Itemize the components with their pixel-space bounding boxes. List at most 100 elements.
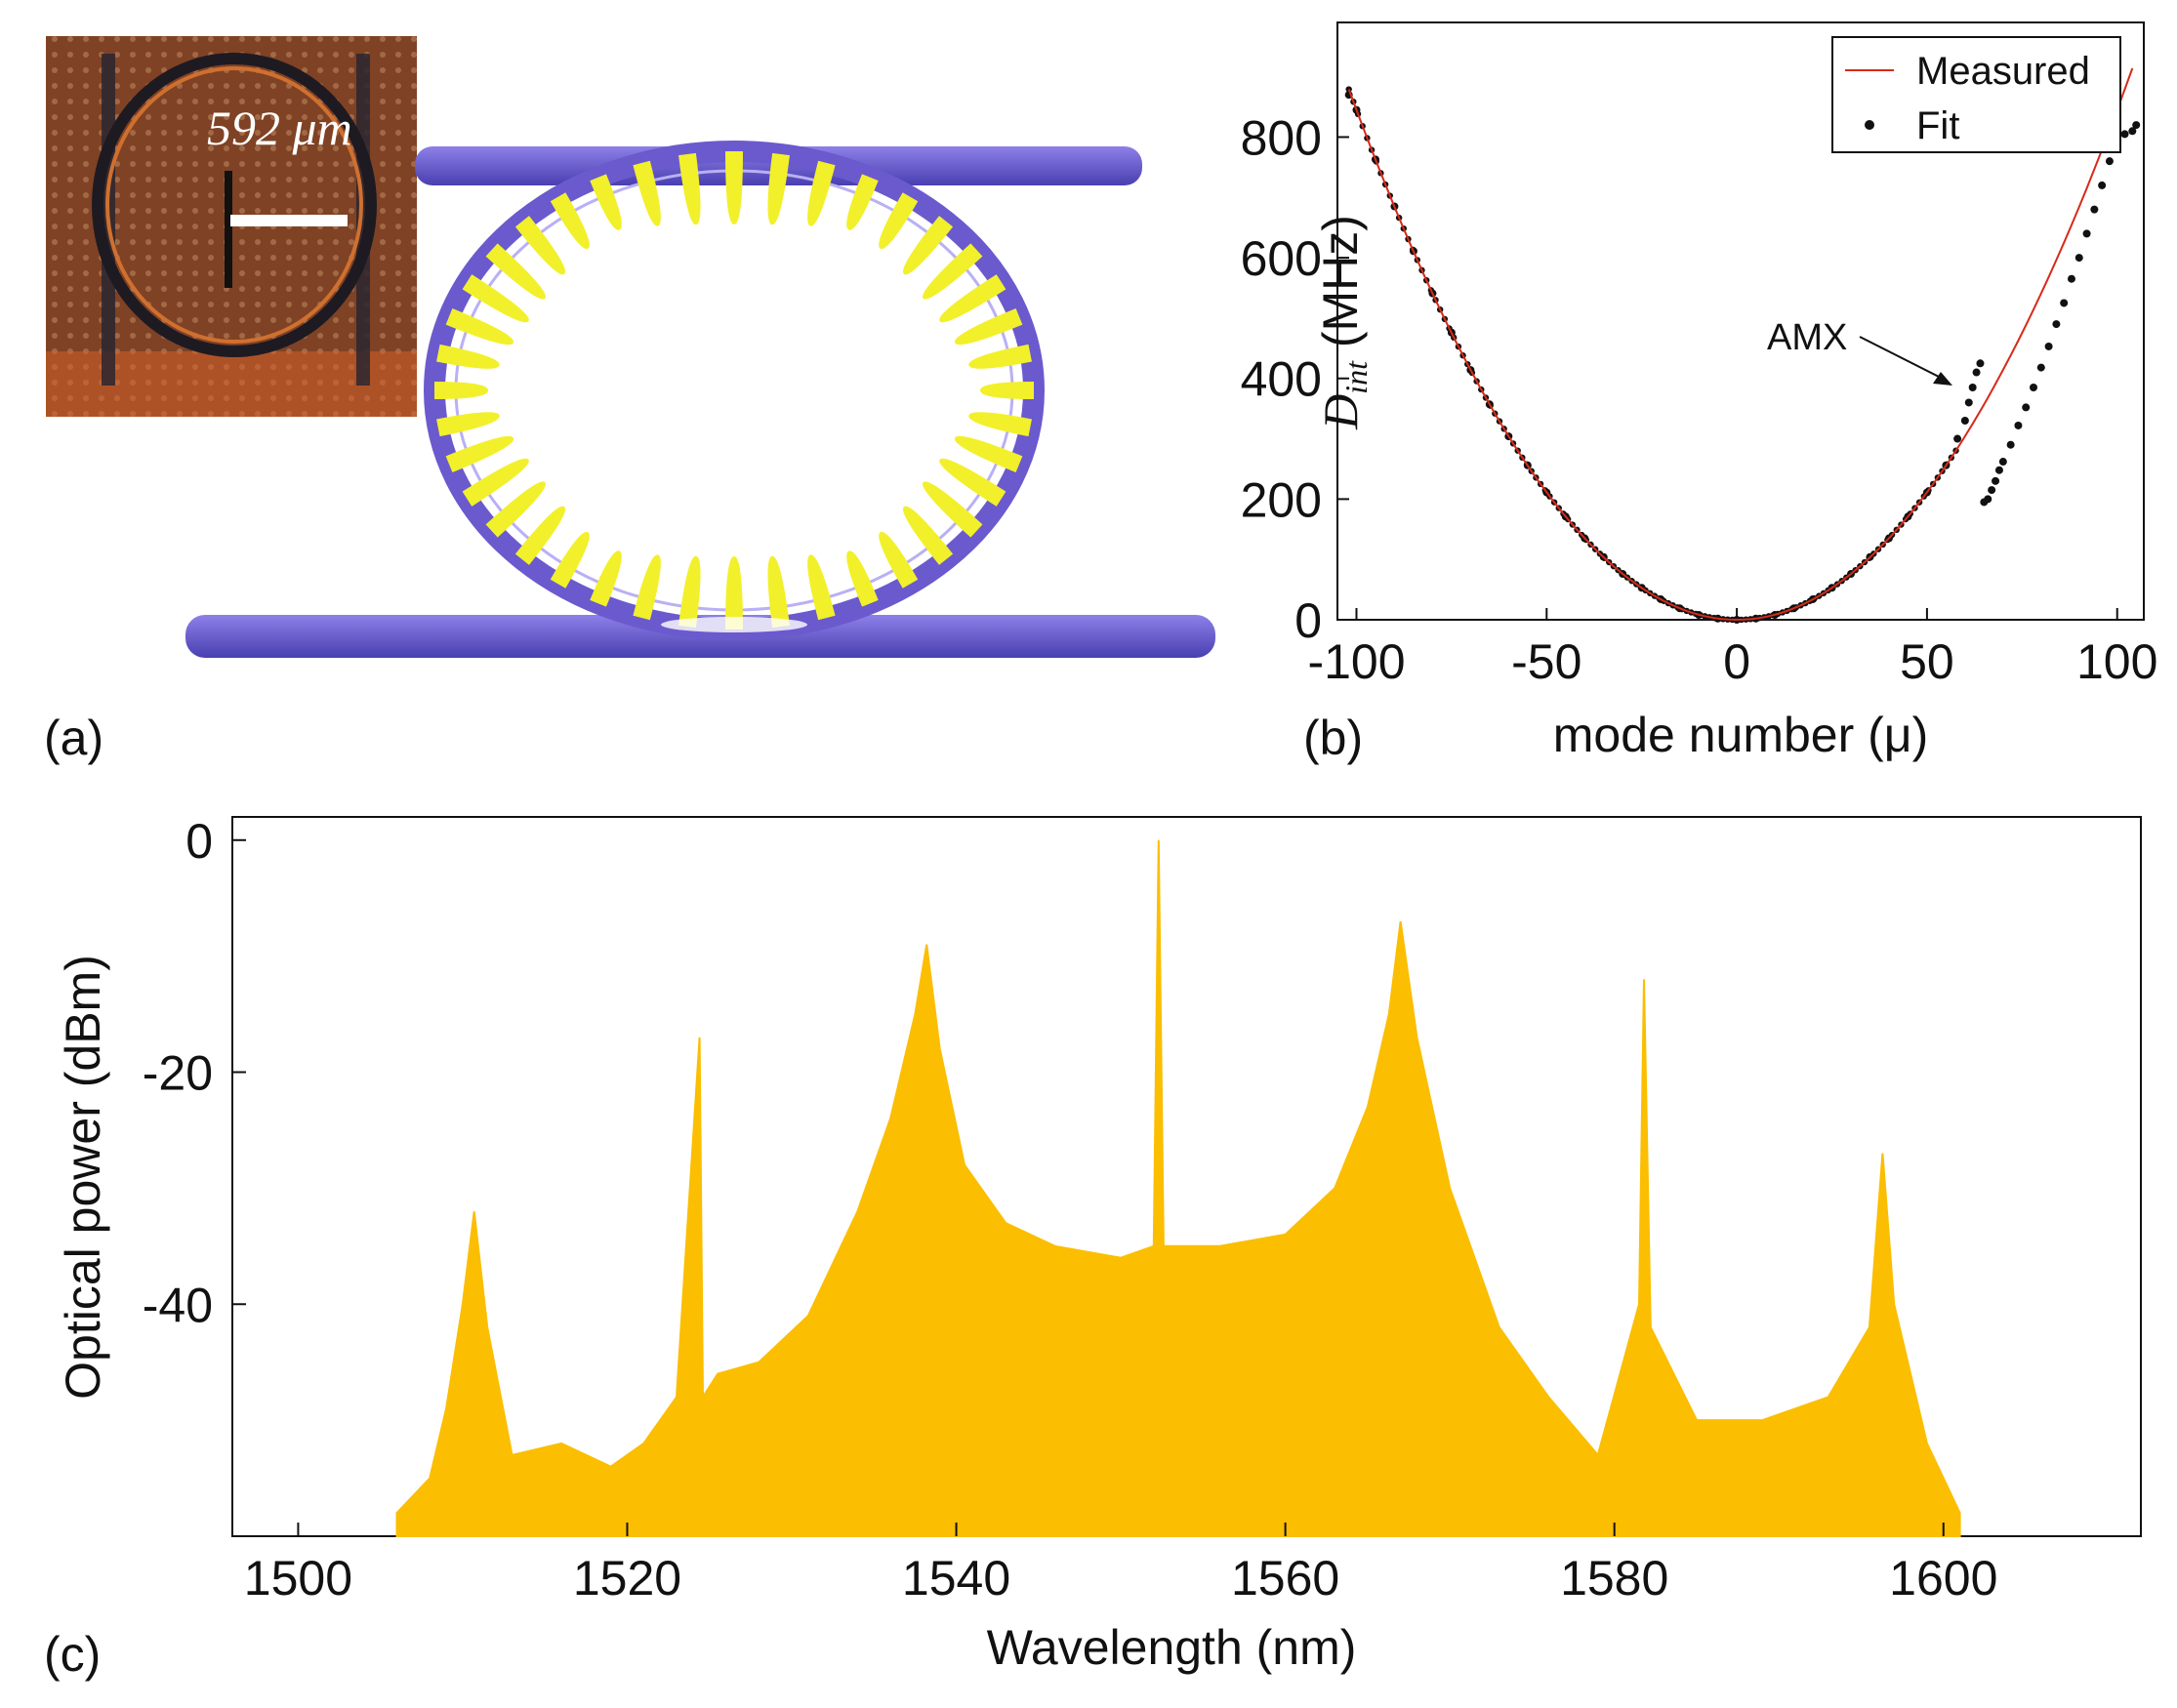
y-tick-label: 200 [1241, 472, 1322, 527]
fit-point [1992, 476, 2000, 485]
comb-spike [445, 435, 514, 473]
fit-point [2074, 254, 2083, 263]
comb-spike [846, 550, 879, 607]
x-tick-label: 1500 [244, 1551, 352, 1606]
comb-spike [514, 216, 566, 275]
y-tick-label: 400 [1241, 352, 1322, 407]
comb-spike [879, 192, 919, 250]
x-tick-label: 0 [1723, 634, 1750, 689]
fit-point [1972, 368, 1981, 377]
amx-arrowhead [1933, 372, 1952, 386]
fit-point [1994, 466, 2003, 474]
device-photo: 592 μm [46, 36, 417, 417]
comb-spike [678, 152, 701, 225]
y-axis-title: Dint (MHz) [1313, 215, 1374, 430]
x-tick-label: 50 [1900, 634, 1954, 689]
comb-spike [767, 152, 790, 225]
y-tick-label: 0 [1294, 593, 1322, 648]
fit-point [2082, 229, 2091, 238]
comb-spike [807, 160, 836, 226]
comb-spike [939, 274, 1006, 323]
x-tick-label: 1520 [573, 1551, 681, 1606]
comb-spike [590, 550, 622, 607]
legend: Measured Fit [1831, 36, 2121, 153]
amx-arrow [1859, 336, 1944, 380]
fit-point [2105, 157, 2114, 166]
comb-spike [879, 531, 919, 589]
comb-spike [434, 382, 488, 399]
comb-spike [590, 174, 622, 230]
y-tick-label: 800 [1241, 110, 1322, 165]
comb-spike [846, 174, 879, 230]
measured-line [1347, 67, 2134, 622]
legend-fit-dot [1865, 120, 1874, 130]
comb-spike [902, 506, 954, 565]
y-tick-label: 600 [1241, 231, 1322, 286]
comb-spike [445, 307, 514, 346]
spectrum-chart: 1500 1520 1540 1560 1580 1600 0 -20 -40 Waveleng… [56, 814, 2142, 1675]
resonator-illustration [185, 141, 1215, 658]
comb-spike [514, 506, 566, 565]
comb-spike [807, 554, 836, 621]
x-tick-label: -100 [1307, 634, 1405, 689]
comb-spike [980, 382, 1034, 399]
amx-label: AMX [1767, 317, 1847, 358]
fit-point [1964, 398, 1973, 407]
comb-spike [436, 412, 500, 437]
comb-spike [968, 344, 1032, 369]
x-axis-title: mode number (μ) [1553, 708, 1929, 762]
comb-spike [954, 435, 1023, 473]
fit-point [2052, 320, 2061, 329]
comb-spike [550, 531, 590, 589]
x-axis-title-c: Wavelength (nm) [987, 1620, 1357, 1675]
fit-point [2060, 299, 2069, 307]
fit-point [2006, 440, 2015, 449]
scale-label: 592 μm [207, 101, 352, 155]
fit-point [1988, 486, 1996, 495]
fit-point [1984, 495, 1992, 504]
comb-spike [725, 556, 743, 630]
fit-point [2030, 384, 2038, 391]
comb-spike [550, 192, 590, 250]
legend-fit-label: Fit [1916, 104, 1959, 147]
fit-point [1968, 384, 1977, 391]
x-tick-label: 100 [2076, 634, 2157, 689]
fit-point [1960, 417, 1969, 425]
comb-spike [436, 344, 500, 369]
amx-annotation: AMX [1767, 317, 1952, 386]
fit-point [2132, 121, 2141, 130]
panel-label-b: (b) [1303, 711, 1363, 765]
fit-point [1953, 434, 1962, 443]
scale-bar [230, 215, 348, 226]
panel-label-a: (a) [44, 711, 103, 765]
x-tick-label: 1580 [1560, 1551, 1668, 1606]
comb-spike [462, 458, 529, 507]
fit-point [1976, 359, 1985, 368]
comb-spike [939, 458, 1006, 507]
comb-spike [923, 481, 983, 538]
fit-point [2014, 421, 2023, 429]
fit-point [2120, 130, 2129, 139]
fit-point [2044, 342, 2053, 350]
comb-spike [485, 481, 546, 538]
y-tick-label: -20 [143, 1046, 213, 1101]
comb-spike [968, 412, 1032, 437]
y-tick-label: -40 [143, 1278, 213, 1332]
fit-point [2036, 363, 2045, 372]
fit-point [2098, 181, 2107, 189]
comb-spike [902, 216, 954, 275]
y-axis-title-c: Optical power (dBm) [56, 955, 110, 1400]
panel-label-c: (c) [44, 1627, 101, 1682]
comb-spike [678, 555, 701, 629]
comb-spike [954, 307, 1023, 346]
comb-spike [725, 151, 743, 224]
comb-spike [633, 554, 661, 621]
fit-point [2022, 403, 2031, 412]
fit-point [2128, 127, 2137, 136]
comb-spike [767, 555, 790, 629]
comb-spike [923, 243, 983, 300]
comb-spikes [434, 151, 1034, 630]
x-tick-label: -50 [1511, 634, 1581, 689]
comb-spike [462, 274, 529, 323]
fit-point [2067, 274, 2075, 283]
